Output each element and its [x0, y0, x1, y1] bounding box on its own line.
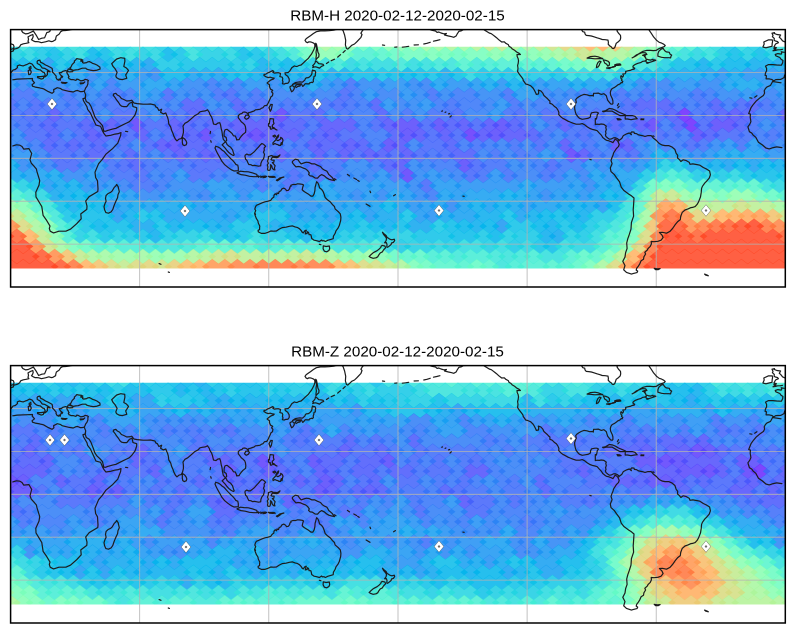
- svg-text:RBM-Z 2020-02-12-2020-02-15: RBM-Z 2020-02-12-2020-02-15: [291, 344, 504, 361]
- svg-text:RBM-H 2020-02-12-2020-02-15: RBM-H 2020-02-12-2020-02-15: [290, 8, 504, 25]
